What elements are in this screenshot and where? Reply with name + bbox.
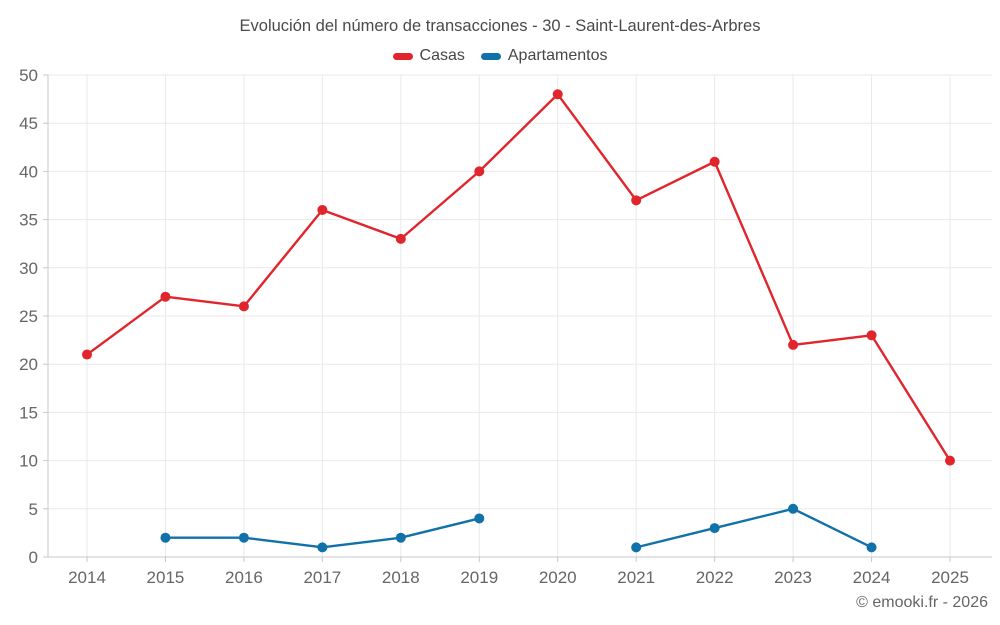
data-point-casas	[82, 349, 92, 360]
data-point-casas	[317, 204, 328, 215]
y-tick-label: 45	[19, 114, 38, 133]
y-tick-label: 35	[19, 211, 38, 230]
data-point-casas	[788, 339, 799, 350]
data-point-apartamentos	[709, 523, 720, 534]
data-point-casas	[631, 195, 642, 206]
x-tick-label: 2015	[147, 568, 185, 587]
data-point-apartamentos	[238, 532, 249, 543]
data-point-apartamentos	[631, 542, 642, 553]
data-point-casas	[866, 330, 877, 341]
legend-item-casas[interactable]: Casas	[392, 47, 465, 65]
data-point-apartamentos	[866, 542, 877, 553]
y-tick-label: 10	[19, 452, 38, 471]
x-tick-label: 2025	[931, 568, 969, 587]
legend-swatch-apartamentos-icon	[480, 52, 501, 60]
legend-swatch-casas-icon	[392, 52, 413, 60]
x-tick-label: 2017	[303, 568, 341, 587]
y-tick-label: 0	[29, 548, 38, 567]
x-tick-label: 2018	[382, 568, 420, 587]
y-tick-label: 50	[19, 66, 38, 85]
data-point-casas	[945, 455, 955, 466]
x-tick-label: 2019	[460, 568, 498, 587]
data-point-apartamentos	[160, 532, 171, 543]
y-tick-label: 20	[19, 355, 38, 374]
data-point-apartamentos	[395, 532, 406, 543]
series-line-casas	[86, 93, 952, 462]
y-tick-label: 5	[29, 500, 38, 519]
legend-item-apartamentos[interactable]: Apartamentos	[480, 47, 608, 65]
legend: Casas Apartamentos	[0, 47, 1000, 65]
chart-title: Evolución del número de transacciones - …	[239, 17, 761, 35]
x-tick-label: 2014	[68, 568, 106, 587]
data-point-casas	[552, 89, 563, 100]
series-line-apartamentos	[635, 507, 873, 549]
x-tick-label: 2020	[539, 568, 577, 587]
y-tick-label: 15	[19, 403, 38, 422]
y-tick-label: 30	[19, 259, 38, 278]
x-tick-label: 2021	[617, 568, 655, 587]
data-point-casas	[238, 301, 249, 312]
legend-label-apartamentos: Apartamentos	[507, 47, 608, 64]
x-tick-label: 2016	[225, 568, 263, 587]
data-point-casas	[395, 233, 406, 244]
data-point-apartamentos	[317, 542, 328, 553]
data-point-casas	[160, 291, 171, 302]
x-tick-label: 2022	[696, 568, 734, 587]
y-tick-label: 40	[19, 162, 38, 181]
data-point-casas	[709, 156, 720, 167]
data-point-apartamentos	[788, 503, 799, 514]
data-point-apartamentos	[474, 513, 485, 524]
copyright-footer: © emooki.fr - 2026	[856, 594, 988, 611]
x-tick-label: 2023	[774, 568, 812, 587]
y-tick-label: 25	[19, 307, 38, 326]
legend-label-casas: Casas	[419, 47, 465, 64]
x-tick-label: 2024	[853, 568, 891, 587]
data-point-casas	[474, 166, 485, 177]
